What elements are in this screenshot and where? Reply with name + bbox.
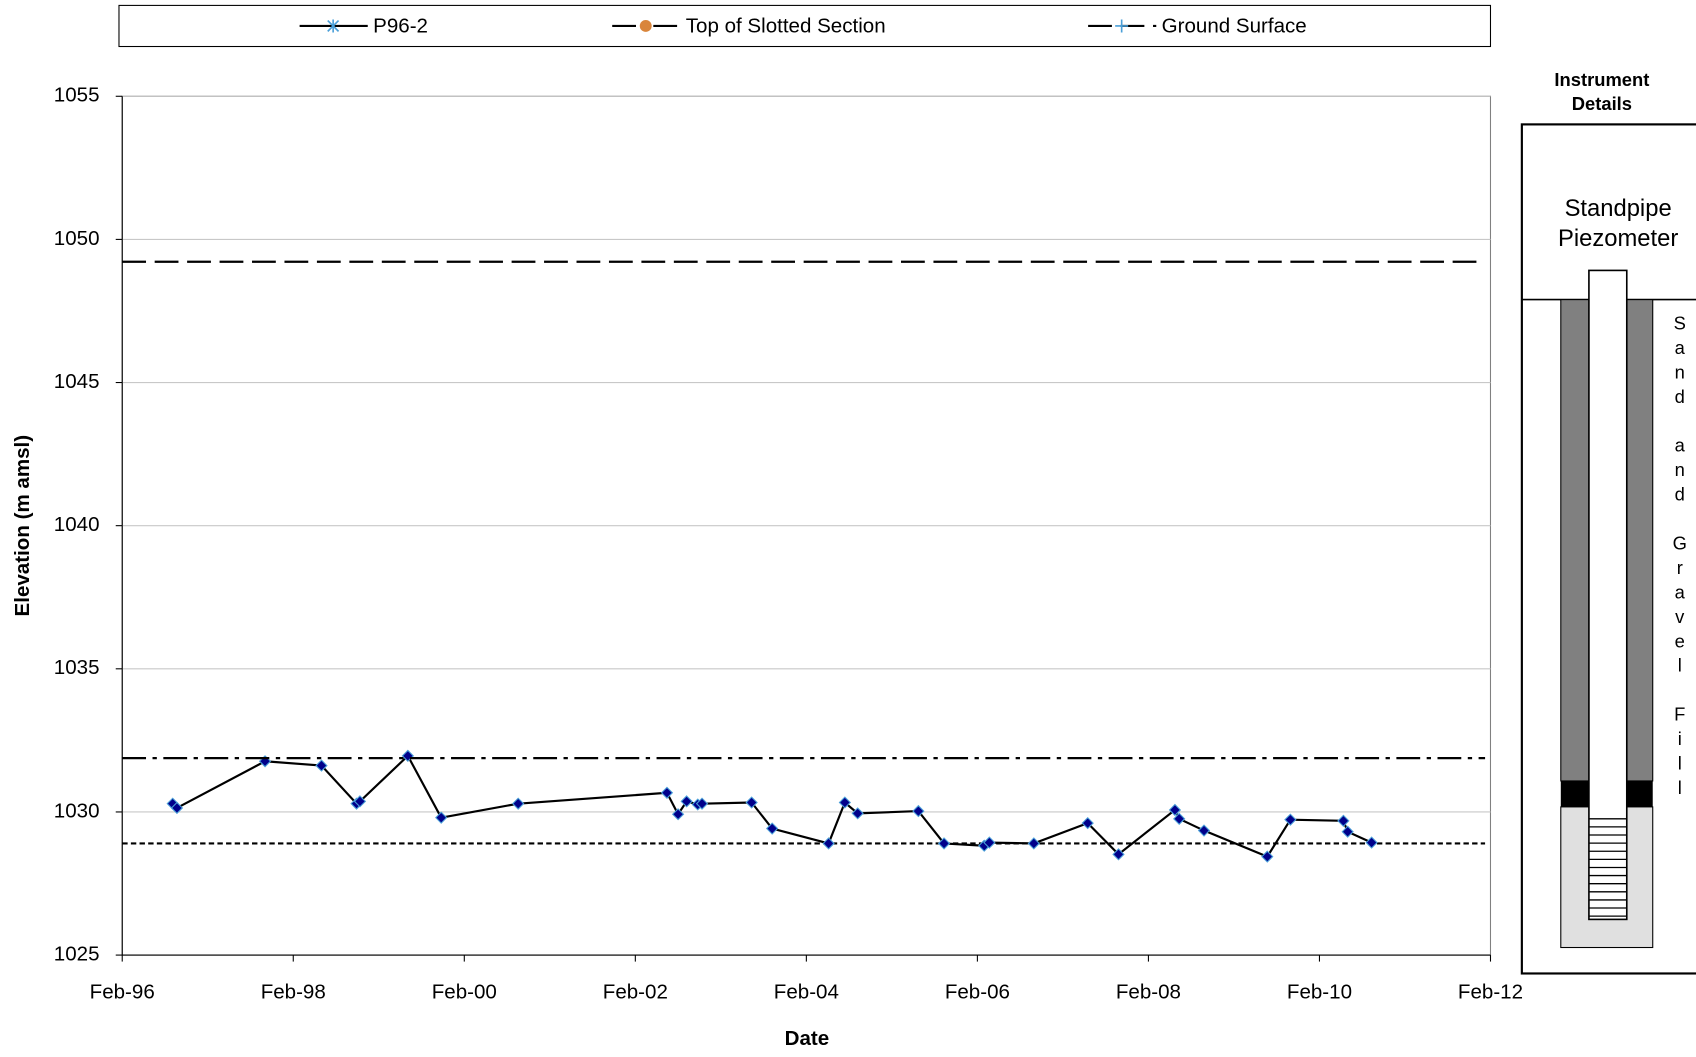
instrument-label: Standpipe Piezometer xyxy=(1558,195,1678,252)
data-point xyxy=(315,759,328,772)
data-point xyxy=(671,808,685,821)
legend-marker xyxy=(639,20,652,32)
x-axis-title: Date xyxy=(785,1027,830,1050)
data-point xyxy=(1261,850,1274,863)
y-tick-label: 1025 xyxy=(54,943,100,966)
data-point xyxy=(1027,837,1041,850)
data-point xyxy=(912,804,925,818)
data-point xyxy=(1284,813,1297,826)
legend-label: Ground Surface xyxy=(1162,14,1307,37)
data-point xyxy=(937,837,951,850)
legend-label: Top of Slotted Section xyxy=(686,14,886,37)
y-tick-label: 1050 xyxy=(54,227,100,250)
data-point xyxy=(765,822,779,835)
y-tick-label: 1035 xyxy=(54,656,100,679)
data-line xyxy=(171,754,1373,858)
data-point xyxy=(1173,812,1186,825)
data-point xyxy=(435,811,448,824)
x-tick-label: Feb-00 xyxy=(432,980,497,1003)
y-tick-label: 1040 xyxy=(54,513,100,536)
data-point xyxy=(822,837,835,850)
data-point xyxy=(1081,816,1094,830)
y-tick-label: 1045 xyxy=(54,370,100,393)
y-tick-label: 1055 xyxy=(54,84,100,107)
data-point xyxy=(170,801,184,815)
data-point xyxy=(1337,814,1350,827)
x-tick-label: Feb-10 xyxy=(1287,980,1352,1003)
x-tick-label: Feb-06 xyxy=(945,980,1010,1003)
data-point xyxy=(1112,848,1125,861)
instrument-title: Instrument Details xyxy=(1554,69,1649,114)
x-tick-label: Feb-04 xyxy=(774,980,839,1003)
x-tick-label: Feb-12 xyxy=(1458,980,1523,1003)
data-point xyxy=(511,797,525,810)
x-tick-label: Feb-02 xyxy=(603,980,668,1003)
y-axis-title: Elevation (m amsl) xyxy=(11,435,34,617)
data-point xyxy=(745,796,758,809)
x-tick-label: Feb-98 xyxy=(261,980,326,1003)
data-point xyxy=(983,836,996,849)
instrument-panel xyxy=(1520,123,1696,975)
data-point xyxy=(695,797,709,810)
data-point xyxy=(1341,825,1354,838)
x-tick-label: Feb-08 xyxy=(1116,980,1181,1003)
data-point xyxy=(401,749,415,763)
y-tick-label: 1030 xyxy=(54,799,100,822)
data-point xyxy=(1365,836,1378,849)
slots xyxy=(1588,818,1627,917)
data-point xyxy=(851,807,864,820)
data-point xyxy=(353,795,367,808)
legend-label: P96-2 xyxy=(373,14,428,37)
data-point xyxy=(1197,824,1211,837)
data-point xyxy=(838,796,852,809)
data-point xyxy=(660,786,674,799)
legend-marker xyxy=(327,19,340,33)
data-point xyxy=(680,795,693,808)
legend-marker xyxy=(1115,19,1129,33)
x-tick-label: Feb-96 xyxy=(90,980,155,1003)
pipe xyxy=(1588,269,1628,921)
data-point xyxy=(1168,803,1182,817)
